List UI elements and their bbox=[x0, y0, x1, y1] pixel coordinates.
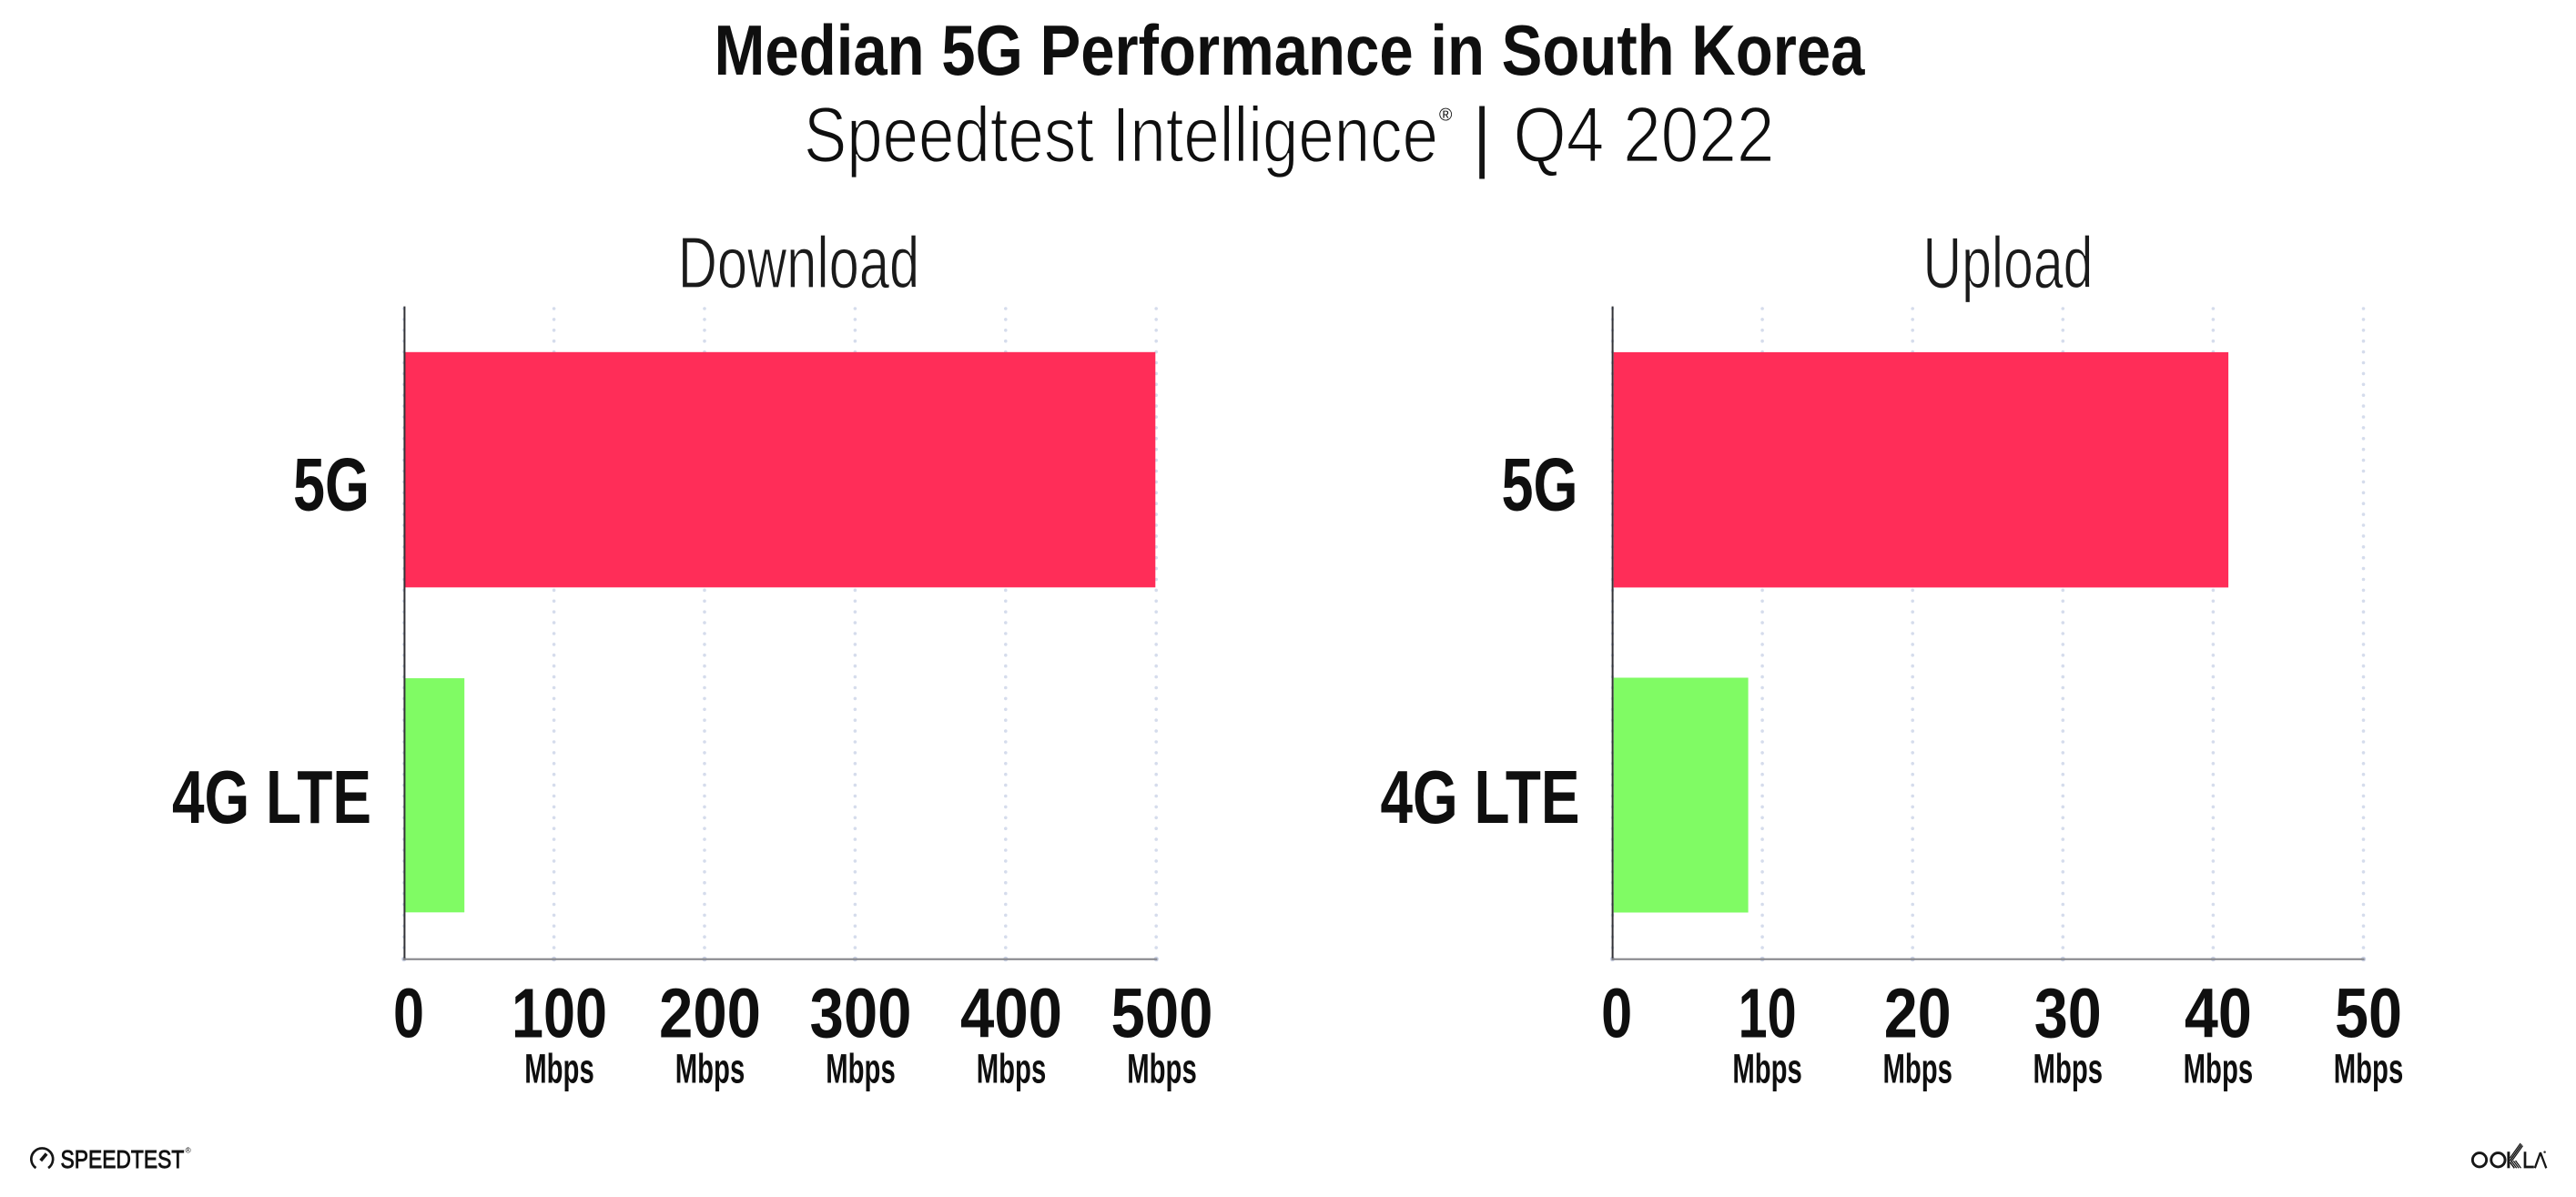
svg-text:0: 0 bbox=[1601, 975, 1632, 1053]
svg-text:Median 5G Performance in South: Median 5G Performance in South Korea bbox=[715, 10, 1866, 90]
svg-text:®: ® bbox=[186, 1146, 192, 1155]
svg-text:5G: 5G bbox=[1502, 441, 1578, 526]
svg-text:Download: Download bbox=[678, 222, 920, 303]
svg-text:Mbps: Mbps bbox=[826, 1046, 896, 1092]
svg-text:20: 20 bbox=[1884, 975, 1952, 1053]
svg-text:Mbps: Mbps bbox=[1732, 1046, 1802, 1092]
svg-text:10: 10 bbox=[1739, 975, 1797, 1053]
svg-text:Mbps: Mbps bbox=[675, 1046, 745, 1092]
svg-text:30: 30 bbox=[2034, 975, 2102, 1053]
svg-text:®: ® bbox=[1439, 106, 1453, 126]
svg-text:0: 0 bbox=[393, 975, 424, 1053]
svg-text:Mbps: Mbps bbox=[1127, 1046, 1197, 1092]
svg-text:200: 200 bbox=[659, 975, 761, 1053]
svg-text:4G LTE: 4G LTE bbox=[172, 755, 371, 839]
svg-text:5G: 5G bbox=[293, 441, 370, 526]
svg-text:50: 50 bbox=[2335, 975, 2402, 1053]
svg-text:4G LTE: 4G LTE bbox=[1381, 755, 1580, 839]
svg-text:Mbps: Mbps bbox=[1882, 1046, 1952, 1092]
svg-text:Mbps: Mbps bbox=[2334, 1046, 2404, 1092]
svg-text:Mbps: Mbps bbox=[2033, 1046, 2104, 1092]
svg-text:Speedtest Intelligence: Speedtest Intelligence bbox=[804, 92, 1438, 179]
svg-text:500: 500 bbox=[1111, 975, 1213, 1053]
svg-text:Mbps: Mbps bbox=[977, 1046, 1047, 1092]
svg-text:SPEEDTEST: SPEEDTEST bbox=[61, 1145, 185, 1173]
svg-text:40: 40 bbox=[2185, 975, 2252, 1053]
svg-text:300: 300 bbox=[810, 975, 912, 1053]
svg-text:Mbps: Mbps bbox=[2184, 1046, 2254, 1092]
svg-text:100: 100 bbox=[512, 975, 607, 1053]
svg-text:Upload: Upload bbox=[1923, 222, 2094, 303]
svg-text:400: 400 bbox=[960, 975, 1062, 1053]
svg-text:Mbps: Mbps bbox=[524, 1046, 594, 1092]
svg-text:Q4 2022: Q4 2022 bbox=[1514, 92, 1775, 179]
